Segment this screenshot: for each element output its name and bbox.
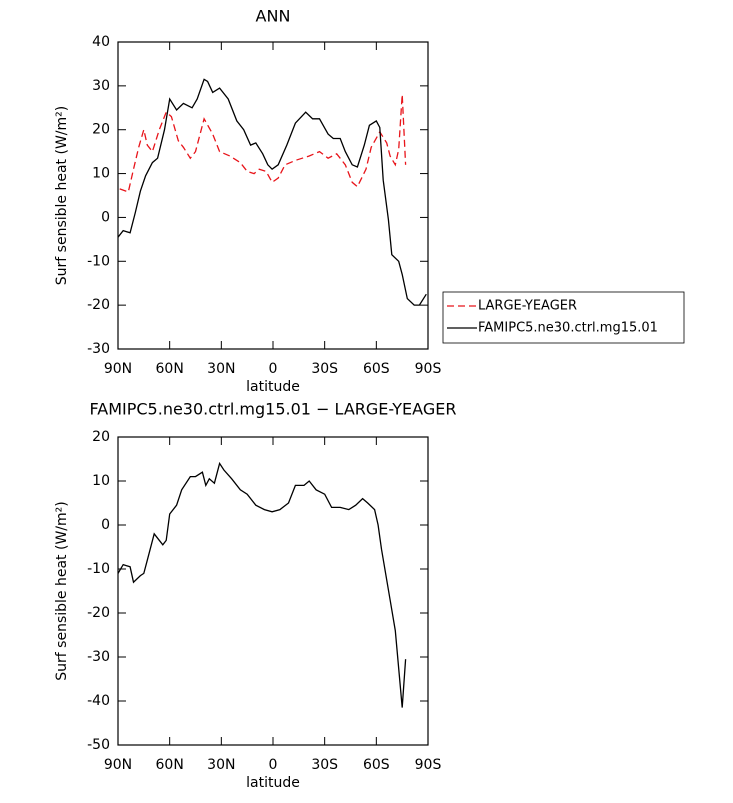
chart-title: FAMIPC5.ne30.ctrl.mg15.01 − LARGE-YEAGER bbox=[90, 400, 457, 419]
legend-label: LARGE-YEAGER bbox=[478, 299, 577, 314]
y-tick-label: -30 bbox=[87, 649, 110, 665]
x-axis-label: latitude bbox=[246, 379, 300, 395]
x-tick-label: 90N bbox=[104, 757, 132, 773]
x-tick-label: 30S bbox=[311, 361, 338, 377]
chart-title: ANN bbox=[256, 7, 291, 26]
y-axis-label: Surf sensible heat (W/m²) bbox=[54, 106, 70, 285]
x-tick-label: 0 bbox=[269, 757, 278, 773]
data-line bbox=[117, 461, 407, 708]
legend-box bbox=[442, 291, 685, 344]
y-tick-label: 0 bbox=[101, 517, 110, 533]
x-tick-label: 30S bbox=[311, 757, 338, 773]
y-tick-label: -10 bbox=[87, 253, 110, 269]
x-tick-label: 30N bbox=[207, 361, 235, 377]
y-tick-label: 0 bbox=[101, 209, 110, 225]
y-tick-label: -20 bbox=[87, 605, 110, 621]
x-axis-label: latitude bbox=[246, 775, 300, 791]
y-tick-label: 10 bbox=[92, 166, 110, 182]
y-tick-label: 40 bbox=[92, 34, 110, 50]
y-tick-label: -20 bbox=[87, 297, 110, 313]
x-tick-label: 60S bbox=[363, 757, 390, 773]
legend-label: FAMIPC5.ne30.ctrl.mg15.01 bbox=[478, 321, 658, 336]
plot-frame bbox=[117, 436, 429, 746]
x-tick-label: 0 bbox=[269, 361, 278, 377]
x-tick-label: 90N bbox=[104, 361, 132, 377]
data-line bbox=[119, 94, 407, 193]
data-line bbox=[117, 78, 427, 306]
plot-frame bbox=[117, 41, 429, 350]
y-tick-label: 10 bbox=[92, 473, 110, 489]
y-tick-label: -30 bbox=[87, 341, 110, 357]
y-tick-label: -50 bbox=[87, 737, 110, 753]
y-axis-label: Surf sensible heat (W/m²) bbox=[54, 501, 70, 680]
y-tick-label: -40 bbox=[87, 693, 110, 709]
y-tick-label: 20 bbox=[92, 122, 110, 138]
x-tick-label: 90S bbox=[415, 757, 442, 773]
y-tick-label: 30 bbox=[92, 78, 110, 94]
x-tick-label: 60N bbox=[156, 757, 184, 773]
x-tick-label: 60N bbox=[156, 361, 184, 377]
y-tick-label: -10 bbox=[87, 561, 110, 577]
y-tick-label: 20 bbox=[92, 429, 110, 445]
x-tick-label: 60S bbox=[363, 361, 390, 377]
x-tick-label: 30N bbox=[207, 757, 235, 773]
x-tick-label: 90S bbox=[415, 361, 442, 377]
